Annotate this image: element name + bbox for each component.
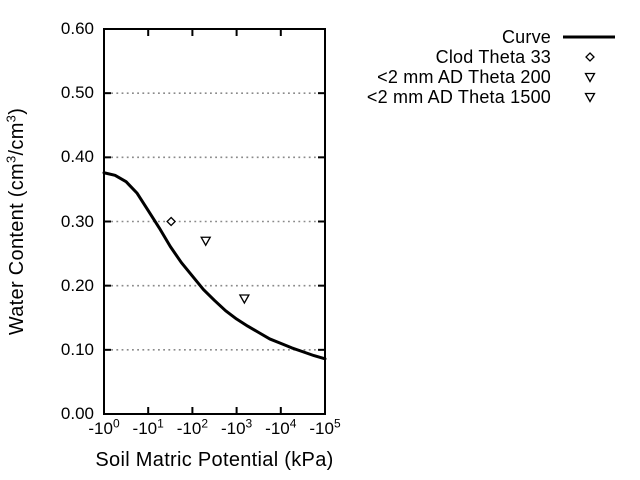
- y-tick-label: 0.00: [60, 404, 94, 423]
- legend-triangle-down-icon: [584, 72, 596, 83]
- legend-marker-glyph: [585, 52, 595, 62]
- x-tick-label: -105: [309, 416, 341, 438]
- legend-line-icon: [563, 35, 615, 39]
- legend-item: Curve: [367, 27, 623, 47]
- y-tick-label: 0.50: [60, 83, 94, 103]
- y-tick-label: 0.40: [60, 147, 94, 167]
- y-axis-title: Water Content (cm3/cm3): [3, 107, 28, 336]
- y-tick-label: 0.20: [60, 275, 94, 295]
- data-point-marker: [166, 216, 177, 227]
- x-tick-label: -100: [88, 416, 120, 438]
- retention-curve: [102, 171, 327, 361]
- legend-item-label: Clod Theta 33: [435, 46, 551, 67]
- legend: Curve Clod Theta 33 <2 mm AD Theta 200 <2 m…: [367, 27, 623, 107]
- legend-triangle-down-icon: [584, 92, 596, 103]
- y-tick-label: 0.30: [60, 211, 94, 231]
- plot-border: [103, 28, 326, 415]
- y-tick-label: 0.10: [60, 339, 94, 359]
- legend-item: <2 mm AD Theta 1500: [367, 87, 623, 107]
- data-point-marker: [238, 294, 250, 305]
- legend-item-label: Curve: [501, 26, 551, 47]
- legend-diamond-icon: [585, 52, 595, 62]
- x-tick-label: -103: [220, 416, 253, 438]
- legend-item: Clod Theta 33: [367, 47, 623, 67]
- legend-marker-glyph: [584, 92, 596, 103]
- x-tick-label: -102: [176, 416, 209, 438]
- x-tick-label: -104: [265, 416, 297, 438]
- data-point-marker: [200, 236, 212, 247]
- legend-item: <2 mm AD Theta 200: [367, 67, 623, 87]
- legend-marker-glyph: [584, 72, 596, 83]
- x-axis-title: Soil Matric Potential (kPa): [95, 449, 334, 471]
- x-tick-label: -101: [132, 416, 164, 438]
- y-tick-label: 0.60: [60, 19, 94, 38]
- legend-item-label: <2 mm AD Theta 200: [377, 66, 551, 87]
- legend-item-label: <2 mm AD Theta 1500: [366, 86, 551, 107]
